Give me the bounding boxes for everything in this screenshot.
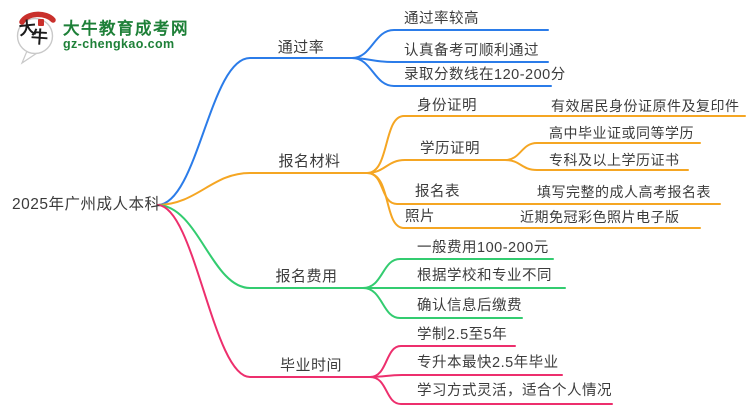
branch-graduation-time: 毕业时间 — [279, 357, 342, 374]
node-admission-score: 录取分数线在120-200分 — [404, 67, 566, 83]
branch-pass-rate: 通过率 — [277, 39, 325, 56]
node-photo-requirement: 近期免冠彩色照片电子版 — [520, 209, 680, 225]
branch-enroll-fees: 报名费用 — [275, 268, 338, 285]
branch-lines-pass-rate — [157, 29, 552, 206]
node-highschool-diploma: 高中毕业证或同等学历 — [549, 125, 694, 141]
branch-lines-fees — [157, 204, 566, 319]
branch-lines-graduation — [157, 204, 613, 405]
root-topic: 2025年广州成人本科 — [12, 196, 161, 213]
node-photo: 照片 — [405, 209, 435, 225]
node-fee-varies: 根据学校和专业不同 — [417, 268, 552, 284]
node-prepare-well: 认真备考可顺利通过 — [404, 43, 539, 59]
node-fastest-graduation: 专升本最快2.5年毕业 — [417, 355, 559, 371]
node-education-proof: 学历证明 — [420, 141, 480, 157]
node-flexible-learning: 学习方式灵活，适合个人情况 — [417, 383, 612, 399]
node-study-period: 学制2.5至5年 — [417, 327, 508, 343]
node-fee-range: 一般费用100-200元 — [417, 240, 549, 256]
node-pay-after-confirm: 确认信息后缴费 — [417, 298, 522, 314]
node-college-certificate: 专科及以上学历证书 — [549, 152, 680, 168]
logo-badge-char-2: 牛 — [30, 27, 49, 48]
logo-domain: gz-chengkao.com — [63, 37, 175, 51]
node-complete-form: 填写完整的成人高考报名表 — [537, 184, 711, 200]
node-registration-form: 报名表 — [415, 184, 460, 200]
node-identity-proof: 身份证明 — [417, 98, 477, 114]
logo-title: 大牛教育成考网 — [63, 20, 189, 38]
branch-enroll-materials: 报名材料 — [278, 153, 341, 170]
branch-lines-materials — [157, 115, 746, 229]
logo-bubble-icon — [16, 11, 56, 65]
node-id-card-copy: 有效居民身份证原件及复印件 — [551, 98, 740, 114]
node-pass-rate-high: 通过率较高 — [404, 11, 479, 27]
